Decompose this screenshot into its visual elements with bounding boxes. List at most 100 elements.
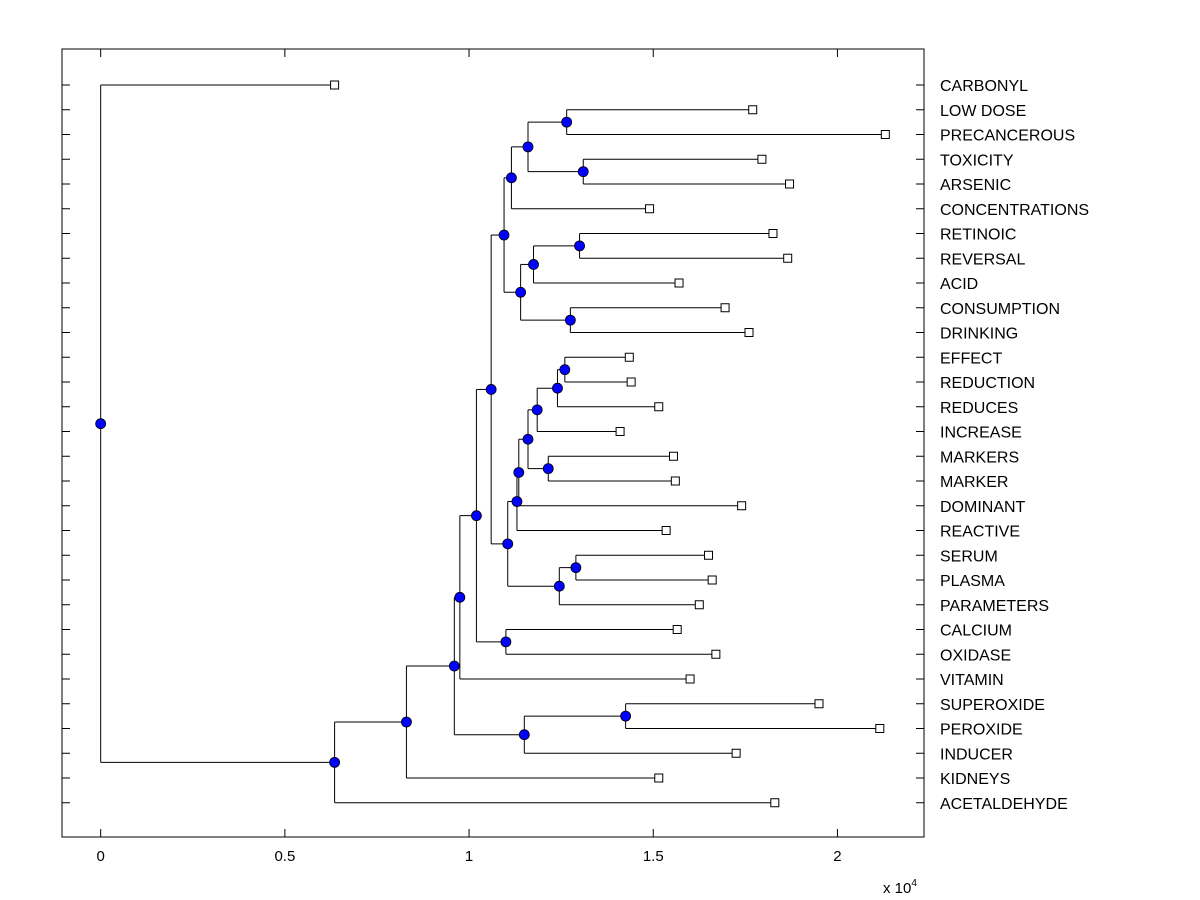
merge-node — [485, 384, 497, 395]
merge-node — [570, 562, 582, 574]
leaf-label: CARBONYL — [940, 78, 1028, 95]
leaf-label: KIDNEYS — [940, 771, 1010, 788]
leaf-label: DRINKING — [940, 326, 1018, 343]
leaf-marker — [814, 699, 824, 709]
x-scale-label: x 104 — [883, 878, 917, 897]
merge-node — [559, 364, 571, 376]
leaf-label: ACETALDEHYDE — [940, 796, 1068, 813]
leaf-marker — [731, 748, 741, 758]
merge-node — [531, 404, 543, 416]
leaf-marker — [720, 303, 730, 313]
leaf-label: REDUCTION — [940, 375, 1035, 392]
leaf-label: REVERSAL — [940, 251, 1025, 268]
leaf-label: REDUCES — [940, 400, 1018, 417]
leaf-label: RETINOIC — [940, 227, 1016, 244]
merge-node — [574, 240, 585, 252]
leaf-label: PARAMETERS — [940, 598, 1049, 615]
merge-node — [564, 314, 576, 326]
leaf-marker — [737, 501, 747, 511]
leaf-label: DOMINANT — [940, 499, 1026, 516]
merge-node — [500, 636, 512, 648]
leaf-marker — [770, 798, 780, 808]
leaf-marker — [748, 105, 758, 115]
leaf-marker — [669, 451, 679, 461]
leaf-marker — [880, 130, 890, 139]
merge-node — [553, 580, 565, 592]
leaf-label: EFFECT — [940, 350, 1002, 367]
leaf-marker — [707, 575, 717, 585]
leaf-label: CALCIUM — [940, 623, 1012, 640]
merge-node — [498, 229, 510, 241]
merge-node — [620, 710, 632, 722]
merge-node — [513, 467, 525, 478]
leaf-marker — [674, 278, 684, 288]
merge-node — [454, 591, 466, 603]
merge-node — [577, 166, 589, 178]
leaf-marker — [783, 253, 793, 263]
leaf-label: LOW DOSE — [940, 103, 1026, 120]
merge-node — [471, 510, 482, 522]
merge-node — [502, 538, 514, 550]
x-tick-label: 2 — [833, 848, 841, 865]
leaf-marker — [685, 674, 695, 684]
leaf-marker — [694, 600, 704, 610]
merge-node — [515, 286, 527, 298]
merge-node — [542, 463, 554, 475]
leaf-marker — [624, 352, 634, 362]
leaf-marker — [744, 328, 754, 337]
leaf-marker — [654, 402, 664, 412]
y-ticks — [62, 84, 924, 804]
merge-node — [528, 259, 539, 270]
leaf-label: CONSUMPTION — [940, 301, 1060, 318]
leaf-label: ARSENIC — [940, 177, 1011, 194]
x-scale-exponent: 4 — [911, 878, 917, 889]
leaf-marker — [615, 427, 625, 436]
leaf-marker — [626, 377, 636, 387]
dendrogram-links — [100, 84, 886, 804]
merge-node — [518, 729, 530, 741]
merge-node — [329, 756, 340, 768]
leaf-marker — [645, 204, 655, 214]
x-tick-label: 1.5 — [643, 848, 664, 865]
leaf-marker — [875, 724, 885, 733]
x-tick-label: 0.5 — [274, 848, 295, 865]
leaf-label: CONCENTRATIONS — [940, 202, 1089, 219]
leaf-label: PLASMA — [940, 573, 1005, 590]
x-tick-label: 0 — [97, 848, 105, 865]
leaf-marker — [661, 526, 671, 535]
merge-nodes — [95, 116, 632, 768]
leaf-label: PRECANCEROUS — [940, 128, 1075, 145]
leaf-marker — [768, 229, 778, 238]
leaf-marker — [704, 550, 713, 560]
leaf-label: ACID — [940, 276, 978, 293]
merge-node — [522, 433, 534, 445]
leaf-marker — [330, 80, 340, 90]
leaf-label: SUPEROXIDE — [940, 697, 1045, 714]
leaf-label: INDUCER — [940, 746, 1013, 763]
x-tick-label: 1 — [465, 848, 473, 865]
merge-node — [506, 172, 517, 184]
merge-node — [401, 716, 412, 728]
leaf-label: SERUM — [940, 548, 998, 565]
leaf-marker — [670, 476, 680, 486]
leaf-marker — [785, 179, 795, 189]
x-ticks: 0 0.5 1 1.5 2 — [97, 49, 842, 865]
leaf-label: TOXICITY — [940, 152, 1014, 169]
merge-node — [95, 418, 107, 430]
leaf-label: PEROXIDE — [940, 722, 1023, 739]
leaf-marker — [757, 154, 767, 164]
leaf-markers — [330, 80, 890, 808]
leaf-label: INCREASE — [940, 425, 1022, 442]
leaf-label: MARKER — [940, 474, 1008, 491]
leaf-marker — [654, 773, 664, 783]
merge-node — [448, 660, 460, 672]
leaf-label: MARKERS — [940, 449, 1019, 466]
leaf-marker — [672, 625, 682, 634]
leaf-label: REACTIVE — [940, 524, 1020, 541]
merge-node — [522, 141, 534, 153]
leaf-labels: CARBONYL LOW DOSE PRECANCEROUS TOXICITY ARSE… — [940, 78, 1089, 813]
leaf-label: VITAMIN — [940, 672, 1004, 689]
merge-node — [552, 382, 563, 394]
merge-node — [511, 496, 523, 507]
